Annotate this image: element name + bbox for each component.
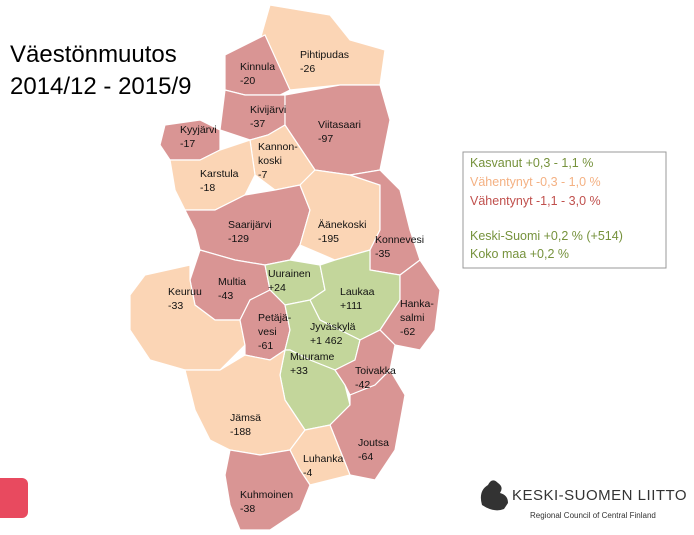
municipality-value: -4 bbox=[303, 467, 312, 479]
municipality-name: koski bbox=[258, 155, 282, 167]
legend-item: Keski-Suomi +0,2 % (+514) bbox=[470, 229, 623, 243]
municipality-name: Saarijärvi bbox=[228, 219, 272, 231]
municipality-value: +33 bbox=[290, 365, 308, 377]
municipality-value: -42 bbox=[355, 379, 370, 391]
municipality bbox=[329, 369, 406, 481]
logo-bird bbox=[480, 480, 508, 511]
municipality-name: Viitasaari bbox=[318, 119, 361, 131]
municipality-value: -61 bbox=[258, 340, 273, 352]
municipality-name: Kinnula bbox=[240, 61, 275, 73]
municipality-name: Äänekoski bbox=[318, 219, 366, 231]
title-line: Väestönmuutos bbox=[10, 41, 177, 68]
legend-item: Kasvanut +0,3 - 1,1 % bbox=[470, 156, 593, 170]
municipality-name: vesi bbox=[258, 326, 277, 338]
legend-box bbox=[462, 151, 667, 269]
municipality-name: Jämsä bbox=[230, 412, 261, 424]
municipality-name: Pihtipudas bbox=[300, 49, 349, 61]
municipality-value: -62 bbox=[400, 326, 415, 338]
municipality-value: -20 bbox=[240, 75, 255, 87]
municipality bbox=[224, 449, 311, 531]
legend-item: Koko maa +0,2 % bbox=[470, 247, 569, 261]
municipality-value: -195 bbox=[318, 233, 339, 245]
municipality-name: Konnevesi bbox=[375, 234, 424, 246]
municipality-value: -33 bbox=[168, 300, 183, 312]
municipality-name: Hanka- bbox=[400, 298, 434, 310]
municipality-name: Joutsa bbox=[358, 437, 389, 449]
municipality-name: Luhanka bbox=[303, 453, 343, 465]
municipality-name: Uurainen bbox=[268, 268, 311, 280]
municipality bbox=[184, 348, 306, 456]
municipality-value: -7 bbox=[258, 169, 267, 181]
municipality bbox=[379, 259, 441, 351]
municipality-value: -17 bbox=[180, 138, 195, 150]
municipality bbox=[299, 169, 381, 261]
municipality-value: -26 bbox=[300, 63, 315, 75]
municipality-value: -35 bbox=[375, 248, 390, 260]
municipality-name: Laukaa bbox=[340, 286, 375, 298]
municipality-value: +24 bbox=[268, 282, 286, 294]
legend-item: Vähentynyt -1,1 - 3,0 % bbox=[470, 194, 601, 208]
logo-name: KESKI-SUOMEN LIITTO bbox=[512, 487, 687, 504]
municipality-value: +1 462 bbox=[310, 335, 343, 347]
municipality-name: Kivijärvi bbox=[250, 104, 286, 116]
municipality-name: Muurame bbox=[290, 351, 335, 363]
municipality-name: Jyväskylä bbox=[310, 321, 356, 333]
municipality-name: Kyyjärvi bbox=[180, 124, 217, 136]
logo: KESKI-SUOMEN LIITTO Regional Council of … bbox=[480, 480, 687, 520]
municipality-name: salmi bbox=[400, 312, 425, 324]
municipality-name: Kannon- bbox=[258, 141, 298, 153]
municipality-value: -38 bbox=[240, 503, 255, 515]
municipality-value: -18 bbox=[200, 182, 215, 194]
municipality-value: -129 bbox=[228, 233, 249, 245]
municipality-value: -188 bbox=[230, 426, 251, 438]
municipality-name: Toivakka bbox=[355, 365, 396, 377]
logo-subtitle: Regional Council of Central Finland bbox=[530, 511, 656, 520]
municipality-value: +111 bbox=[340, 300, 362, 312]
municipality-value: -64 bbox=[358, 451, 373, 463]
municipality bbox=[334, 329, 396, 396]
municipality-name: Keuruu bbox=[168, 286, 202, 298]
municipality-value: -43 bbox=[218, 290, 233, 302]
red-tab bbox=[0, 478, 28, 518]
municipality-name: Multia bbox=[218, 276, 246, 288]
regions: Pihtipudas -26 Kinnula -20 Kivijärvi -37 Viita… bbox=[129, 4, 441, 531]
title-line: 2014/12 - 2015/9 bbox=[10, 73, 192, 100]
municipality bbox=[169, 139, 256, 211]
municipality-value: -97 bbox=[318, 133, 333, 145]
municipality-name: Petäjä- bbox=[258, 312, 292, 324]
municipality-name: Karstula bbox=[200, 168, 239, 180]
municipality-name: Kuhmoinen bbox=[240, 489, 293, 501]
municipality-value: -37 bbox=[250, 118, 265, 130]
legend-item: Vähentynyt -0,3 - 1,0 % bbox=[470, 175, 601, 189]
